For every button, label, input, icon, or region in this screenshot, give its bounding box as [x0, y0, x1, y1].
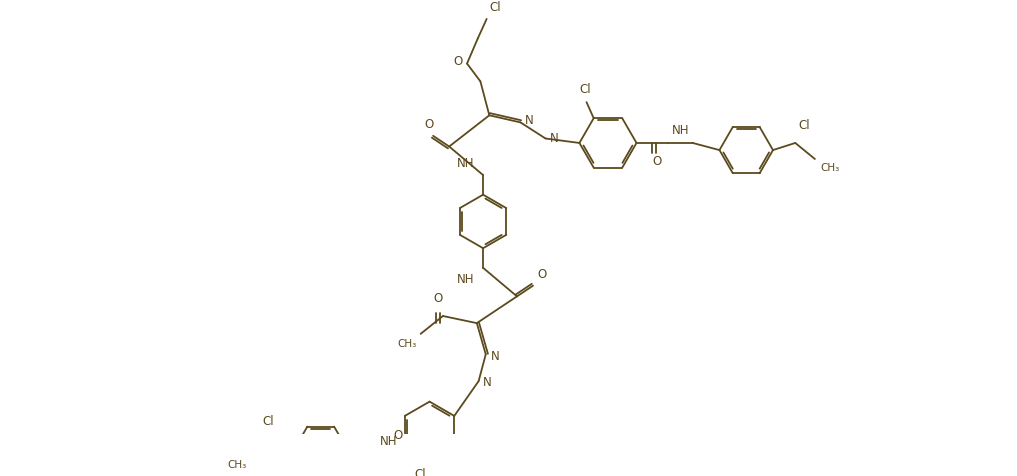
Text: N: N — [550, 132, 558, 145]
Text: O: O — [424, 119, 433, 131]
Text: Cl: Cl — [415, 467, 426, 476]
Text: NH: NH — [457, 157, 474, 170]
Text: CH₃: CH₃ — [821, 163, 839, 173]
Text: NH: NH — [671, 124, 689, 137]
Text: O: O — [652, 156, 662, 169]
Text: Cl: Cl — [798, 119, 811, 132]
Text: Cl: Cl — [579, 83, 591, 96]
Text: CH₃: CH₃ — [398, 339, 417, 349]
Text: O: O — [434, 292, 443, 305]
Text: N: N — [491, 350, 500, 363]
Text: CH₃: CH₃ — [228, 460, 247, 470]
Text: Cl: Cl — [262, 416, 274, 428]
Text: O: O — [538, 268, 547, 281]
Text: N: N — [525, 114, 534, 127]
Text: Cl: Cl — [489, 0, 501, 14]
Text: NH: NH — [379, 435, 398, 448]
Text: O: O — [394, 429, 403, 442]
Text: NH: NH — [457, 273, 474, 286]
Text: N: N — [483, 377, 492, 389]
Text: O: O — [454, 55, 463, 68]
